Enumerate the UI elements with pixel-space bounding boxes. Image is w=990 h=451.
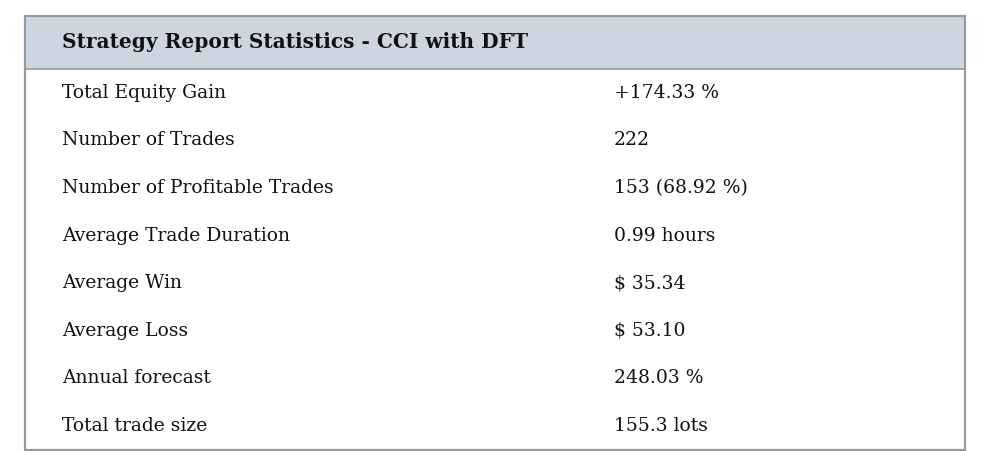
Text: Number of Trades: Number of Trades bbox=[62, 131, 235, 149]
Text: Strategy Report Statistics - CCI with DFT: Strategy Report Statistics - CCI with DF… bbox=[62, 32, 529, 52]
Text: Annual forecast: Annual forecast bbox=[62, 369, 211, 387]
Text: 248.03 %: 248.03 % bbox=[614, 369, 703, 387]
Text: +174.33 %: +174.33 % bbox=[614, 84, 719, 102]
Text: Average Loss: Average Loss bbox=[62, 322, 188, 340]
Text: Total trade size: Total trade size bbox=[62, 417, 208, 435]
Text: 0.99 hours: 0.99 hours bbox=[614, 226, 715, 244]
Text: Average Win: Average Win bbox=[62, 274, 182, 292]
Bar bbox=[25, 16, 965, 69]
Text: Average Trade Duration: Average Trade Duration bbox=[62, 226, 290, 244]
Text: Total Equity Gain: Total Equity Gain bbox=[62, 84, 227, 102]
Text: 155.3 lots: 155.3 lots bbox=[614, 417, 708, 435]
Text: $ 35.34: $ 35.34 bbox=[614, 274, 685, 292]
Text: $ 53.10: $ 53.10 bbox=[614, 322, 685, 340]
Text: 153 (68.92 %): 153 (68.92 %) bbox=[614, 179, 747, 197]
Text: Number of Profitable Trades: Number of Profitable Trades bbox=[62, 179, 334, 197]
Text: 222: 222 bbox=[614, 131, 649, 149]
